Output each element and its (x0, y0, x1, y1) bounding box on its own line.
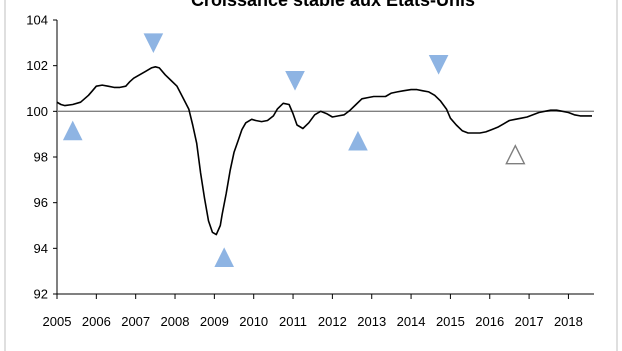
y-tick-label: 92 (34, 287, 48, 302)
y-tick-label: 102 (26, 58, 48, 73)
trough-marker-triangle-up (214, 247, 235, 267)
x-tick-label: 2006 (82, 314, 111, 329)
x-tick-label: 2017 (515, 314, 544, 329)
y-tick-label: 100 (26, 104, 48, 119)
chart-frame (4, 0, 618, 351)
chart-title: Croissance stable aux Etats-Unis (191, 0, 475, 10)
x-tick-label: 2016 (475, 314, 504, 329)
x-tick-label: 2005 (43, 314, 72, 329)
y-tick-label: 98 (34, 150, 48, 165)
y-tick-label: 104 (26, 13, 48, 28)
y-tick-label: 94 (34, 241, 48, 256)
turning-point-markers (62, 33, 526, 267)
x-tick-label: 2018 (554, 314, 583, 329)
x-tick-label: 2015 (436, 314, 465, 329)
x-tick-label: 2013 (357, 314, 386, 329)
x-tick-label: 2010 (239, 314, 268, 329)
x-tick-label: 2012 (318, 314, 347, 329)
y-axis-ticks: 92 94 96 98 100 102 104 (26, 13, 57, 302)
x-axis-ticks: 2005 2006 2007 2008 2009 2010 2011 2012 2013 2014… (43, 294, 583, 329)
trough-marker-triangle-up (62, 120, 83, 141)
peak-marker-triangle-down (143, 33, 164, 53)
y-tick-label: 96 (34, 195, 48, 210)
peak-marker-triangle-down (428, 55, 449, 75)
series-line (56, 66, 592, 236)
x-tick-label: 2011 (279, 314, 307, 329)
peak-marker-triangle-down (285, 71, 305, 91)
x-tick-label: 2009 (200, 314, 229, 329)
x-tick-label: 2008 (161, 314, 190, 329)
trough-marker-triangle-up (348, 130, 368, 151)
trough-marker-triangle-up (505, 144, 526, 165)
x-tick-label: 2014 (397, 314, 426, 329)
x-tick-label: 2007 (121, 314, 150, 329)
